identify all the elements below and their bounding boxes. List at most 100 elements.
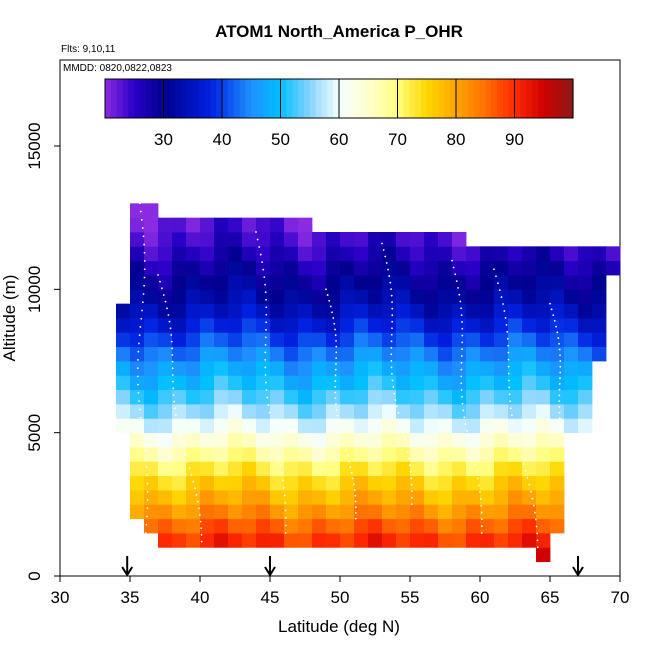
colorbar-segment	[415, 79, 422, 118]
flight-track-point	[139, 416, 142, 419]
heatmap-cell	[354, 375, 369, 391]
heatmap-cell	[242, 389, 257, 405]
heatmap-cell	[144, 217, 159, 233]
heatmap-cell	[340, 318, 355, 333]
colorbar-segment	[128, 79, 135, 118]
flight-track-point	[536, 539, 539, 542]
heatmap-cell	[200, 361, 215, 376]
heatmap-cell	[214, 303, 229, 319]
flight-track-point	[495, 275, 497, 278]
heatmap-cell	[270, 232, 285, 247]
heatmap-cell	[186, 260, 201, 276]
flight-track-point	[396, 405, 398, 408]
heatmap-cell	[214, 375, 229, 391]
flight-track-point	[578, 520, 581, 523]
heatmap-cell	[536, 518, 551, 534]
heatmap-cell	[186, 217, 201, 233]
heatmap-cell	[368, 332, 383, 348]
heatmap-cell	[438, 475, 453, 491]
heatmap-cell	[494, 275, 509, 290]
flight-track-point	[265, 328, 267, 331]
flight-track-point	[564, 446, 566, 448]
heatmap-cell	[536, 289, 551, 305]
heatmap-cell	[186, 246, 201, 262]
flight-track-point	[504, 317, 507, 319]
flight-track-point	[264, 359, 267, 361]
flight-track-point	[503, 310, 506, 312]
flight-track-point	[390, 346, 393, 349]
flight-track-point	[460, 395, 463, 398]
heatmap-cell	[158, 275, 173, 290]
heatmap-cell	[480, 246, 495, 262]
flight-track-point	[466, 429, 468, 432]
heatmap-cell	[130, 260, 145, 276]
heatmap-cell	[522, 289, 537, 305]
heatmap-cell	[536, 389, 551, 405]
heatmap-cell	[480, 504, 495, 520]
flight-track-point	[502, 303, 504, 305]
heatmap-cell	[494, 518, 509, 534]
heatmap-cell	[326, 346, 341, 362]
flight-track-point	[559, 371, 562, 374]
heatmap-cell	[256, 533, 271, 548]
heatmap-cell	[228, 246, 243, 262]
flight-track-point	[332, 317, 335, 319]
x-tick-label: 55	[401, 588, 420, 607]
heatmap-cell	[200, 504, 215, 520]
colorbar-segment	[543, 79, 551, 118]
heatmap-cell	[438, 289, 453, 305]
flight-track-point	[454, 273, 457, 276]
heatmap-cell	[116, 389, 131, 405]
heatmap-cell	[326, 533, 341, 548]
heatmap-cell	[452, 260, 467, 276]
flight-track-point	[463, 416, 466, 419]
flight-track-point	[335, 362, 337, 365]
heatmap-cell	[606, 260, 621, 276]
heatmap-cell	[368, 303, 383, 319]
heatmap-cell	[536, 303, 551, 319]
flight-track-point	[343, 443, 345, 446]
heatmap-cell	[396, 518, 411, 534]
heatmap-cell	[592, 246, 607, 262]
flight-track-point	[265, 306, 268, 309]
latitude-arrows	[121, 556, 584, 577]
flight-track-point	[531, 497, 534, 500]
colorbar-segment	[210, 79, 217, 118]
heatmap-cell	[564, 289, 579, 305]
heatmap-cell	[564, 375, 579, 391]
heatmap-cell	[396, 461, 411, 477]
flight-track-point	[567, 457, 569, 460]
heatmap-cell	[424, 389, 439, 405]
colorbar-segment	[216, 79, 223, 118]
heatmap-cell	[130, 475, 145, 491]
heatmap-cell	[312, 389, 327, 405]
heatmap-cell	[564, 246, 579, 262]
heatmap-cell	[438, 504, 453, 520]
heatmap-cell	[424, 332, 439, 348]
heatmap-cell	[172, 518, 187, 534]
flight-track-point	[143, 251, 146, 254]
heatmap-cell	[494, 361, 509, 376]
heatmap-cell	[158, 289, 173, 305]
heatmap-cell	[284, 217, 299, 233]
heatmap-cell	[340, 346, 355, 362]
heatmap-cell	[326, 461, 341, 477]
heatmap-cell	[438, 418, 453, 434]
heatmap-cell	[522, 432, 537, 448]
colorbar-segment	[163, 79, 170, 118]
colorbar-segment	[409, 79, 416, 118]
heatmap-cell	[200, 432, 215, 448]
heatmap-cell	[424, 289, 439, 305]
heatmap-cell	[368, 475, 383, 491]
heatmap-cell	[424, 533, 439, 548]
heatmap-cell	[522, 389, 537, 405]
heatmap-cell	[494, 461, 509, 477]
heatmap-cell	[340, 303, 355, 319]
heatmap-cell	[130, 203, 145, 219]
heatmap-cell	[326, 303, 341, 319]
colorbar-segment	[257, 79, 264, 118]
heatmap-cell	[228, 275, 243, 290]
flight-track-point	[146, 490, 149, 493]
flight-track-point	[507, 351, 510, 354]
heatmap-cell	[396, 289, 411, 305]
